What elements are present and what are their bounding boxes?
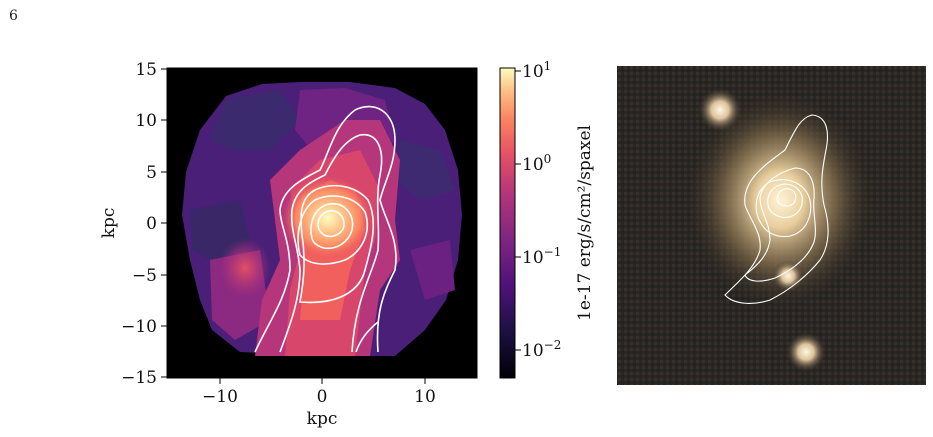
colorbar-tick-marks — [515, 70, 521, 351]
page-number: 6 — [9, 8, 18, 24]
optical-contours — [724, 114, 829, 304]
colorbar-gradient — [499, 67, 516, 379]
galaxy-glow — [685, 90, 875, 310]
colorbar: 101 100 10−1 10−2 1e-17 erg/s/cm²/spaxel — [499, 59, 595, 379]
colorbar-tick-label: 100 — [522, 152, 551, 175]
y-axis-label: kpc — [99, 208, 119, 239]
y-tick-label: −10 — [121, 317, 157, 337]
colorbar-tick-label: 10−2 — [522, 338, 561, 361]
y-tick-label: 0 — [146, 214, 157, 234]
y-tick-label: −5 — [132, 266, 157, 286]
flux-map-panel: 15 10 5 0 −5 −10 −15 −10 0 10 kpc kpc — [99, 60, 478, 429]
flux-contours — [254, 105, 397, 353]
x-tick-label: 10 — [414, 387, 436, 407]
star-top — [698, 88, 742, 132]
colorbar-label: 1e-17 erg/s/cm²/spaxel — [575, 125, 595, 321]
y-tick-marks — [161, 68, 167, 378]
colorbar-tick-label: 101 — [522, 59, 551, 82]
y-tick-label: −15 — [121, 368, 157, 388]
flux-map-image — [182, 82, 462, 356]
y-tick-label: 5 — [146, 163, 157, 183]
colorbar-tick-label: 10−1 — [522, 245, 561, 268]
y-tick-label: 10 — [135, 111, 157, 131]
star-middle — [772, 260, 804, 292]
y-tick-label: 15 — [135, 60, 157, 80]
x-tick-label: −10 — [202, 387, 238, 407]
star-bottom — [786, 332, 826, 372]
x-tick-label: 0 — [317, 387, 328, 407]
optical-image-panel — [617, 66, 926, 385]
x-axis-label: kpc — [307, 409, 338, 429]
x-tick-marks — [219, 378, 426, 384]
